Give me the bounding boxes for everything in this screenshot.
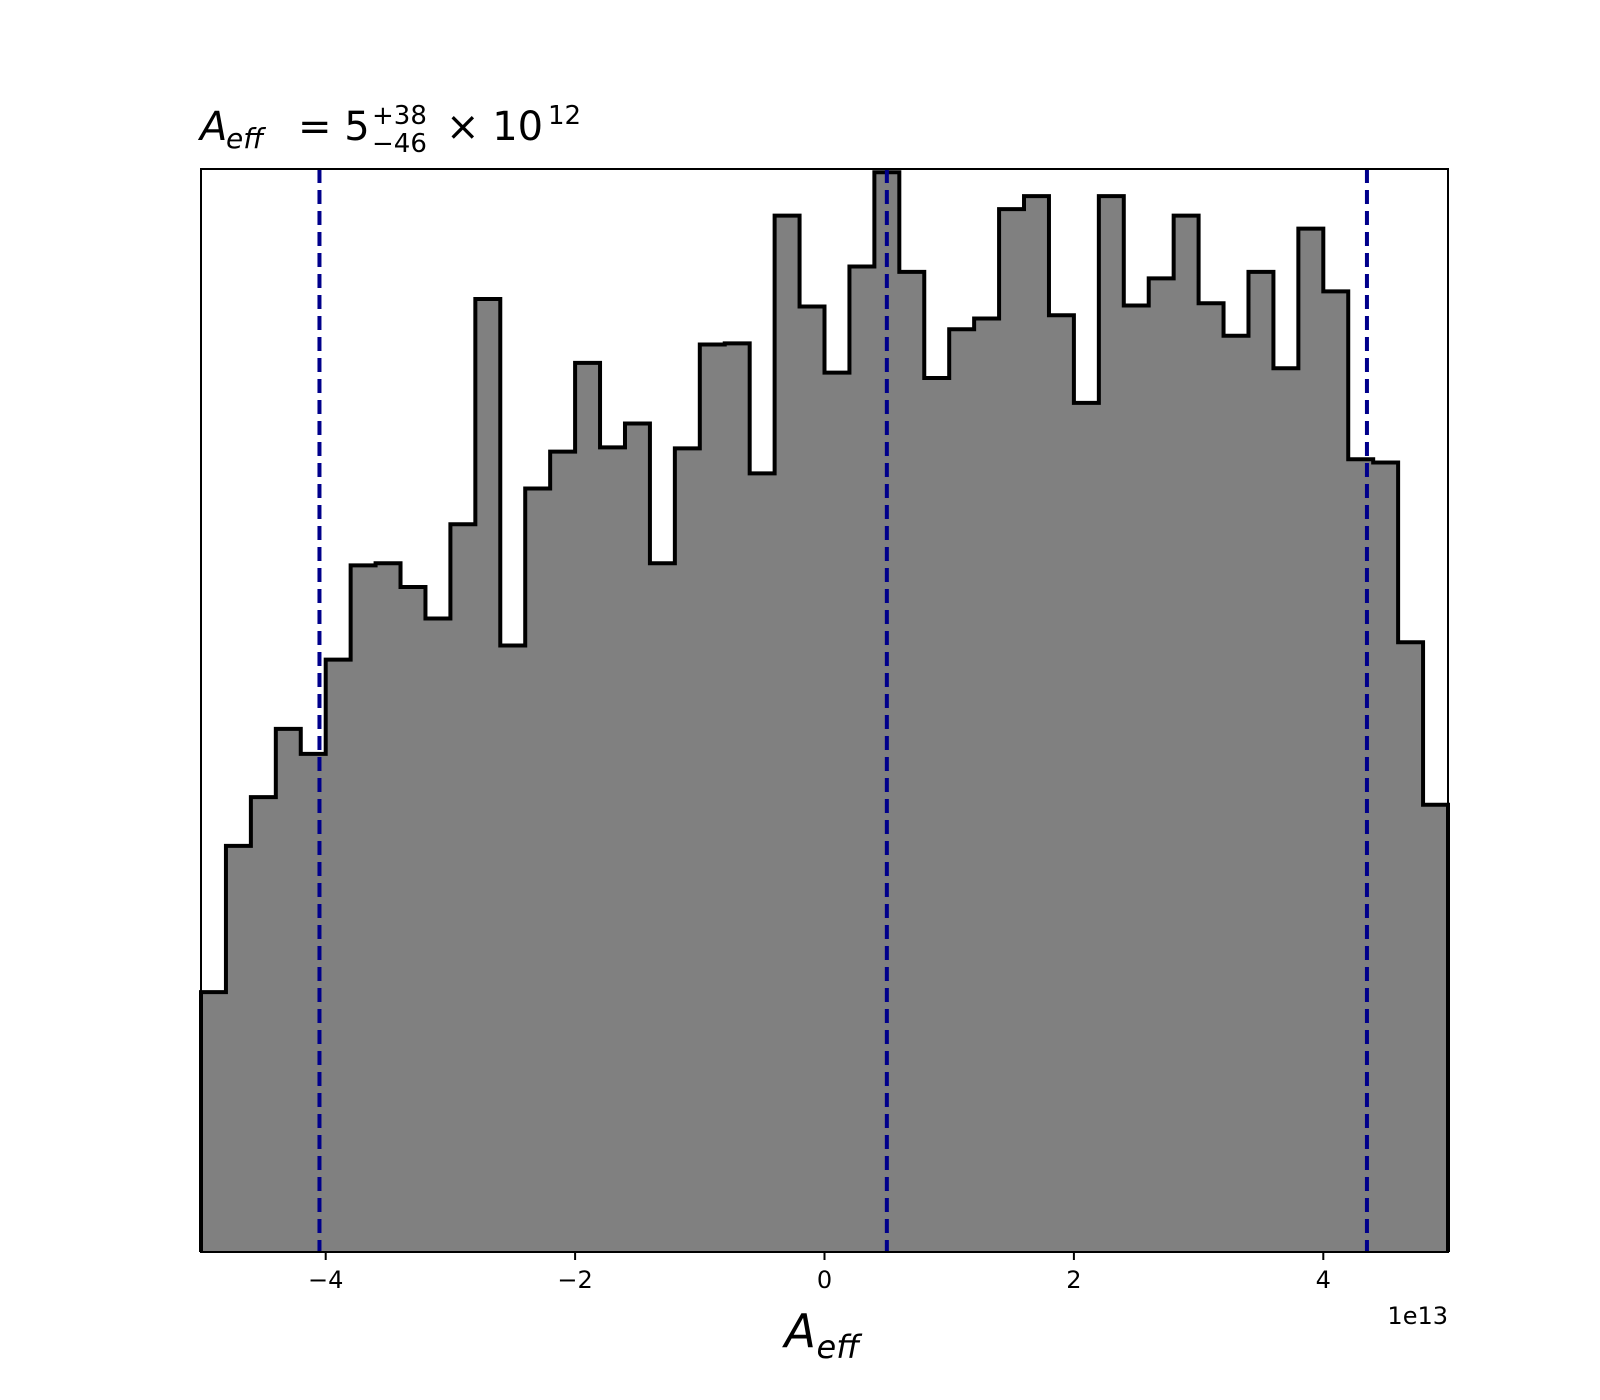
histogram-bar <box>275 728 302 1252</box>
title-symbol: A <box>197 104 227 150</box>
histogram-bar <box>201 992 227 1252</box>
histogram-bar <box>999 209 1025 1252</box>
histogram-bar <box>575 362 601 1252</box>
x-tick-label: 4 <box>1316 1266 1331 1294</box>
title-exponent: 12 <box>548 101 581 131</box>
histogram-bar <box>1198 303 1225 1252</box>
x-axis-ticks: −4 −2 0 2 4 <box>308 1252 1331 1294</box>
histogram-bar <box>649 563 676 1252</box>
histogram-bar <box>949 329 975 1252</box>
histogram-bar <box>899 271 925 1252</box>
x-tick-label: −2 <box>557 1266 592 1294</box>
title-subscript: −46 <box>372 129 427 159</box>
histogram-bars <box>201 172 1449 1253</box>
histogram-bar <box>375 563 402 1252</box>
histogram-bar <box>1024 196 1050 1253</box>
title-equals: = 5 <box>298 104 370 150</box>
x-tick-label: 0 <box>817 1266 832 1294</box>
x-axis-label-symbol: A <box>782 1304 816 1358</box>
histogram-bar <box>1148 278 1175 1252</box>
histogram-bar <box>974 318 1000 1253</box>
histogram-bar <box>799 306 825 1252</box>
histogram-bar <box>874 172 900 1252</box>
histogram-bar <box>699 344 726 1252</box>
chart-title: A eff = 5 +38 −46 × 10 12 <box>197 101 581 159</box>
histogram-bar <box>1348 459 1374 1252</box>
quantile-lines <box>317 169 1369 1252</box>
histogram-bar <box>525 488 551 1252</box>
histogram-bar <box>849 266 875 1253</box>
histogram-bar <box>550 451 576 1253</box>
x-axis-label: A eff <box>782 1304 864 1366</box>
histogram-bar <box>1423 804 1449 1252</box>
histogram-bar <box>300 753 327 1252</box>
histogram-bar <box>250 797 277 1252</box>
histogram-bar <box>1248 271 1274 1252</box>
histogram-bar <box>724 343 751 1252</box>
histogram-bar <box>400 587 426 1252</box>
histogram-bar <box>749 473 776 1252</box>
title-symbol-subscript: eff <box>226 122 266 155</box>
histogram-bar <box>1048 315 1075 1253</box>
histogram-bar <box>1223 335 1249 1253</box>
histogram-bar <box>500 645 526 1252</box>
x-axis-label-subscript: eff <box>817 1328 864 1366</box>
histogram-bar <box>674 448 701 1252</box>
histogram-bar <box>475 298 501 1253</box>
histogram-bar <box>600 447 626 1252</box>
x-tick-label: −4 <box>308 1266 343 1294</box>
histogram-bar <box>1298 228 1324 1252</box>
histogram-bar <box>450 524 476 1252</box>
x-tick-label: 2 <box>1066 1266 1081 1294</box>
histogram-bar <box>624 423 651 1252</box>
title-times: × 10 <box>446 104 543 150</box>
histogram-bar <box>824 372 850 1252</box>
histogram-bar <box>325 659 352 1252</box>
histogram-bar <box>1398 642 1424 1252</box>
histogram-bar <box>1273 368 1299 1253</box>
histogram-bar <box>350 565 377 1252</box>
histogram-bar <box>225 845 252 1252</box>
histogram-bar <box>774 215 801 1253</box>
x-axis-offset-text: 1e13 <box>1387 1302 1448 1330</box>
title-superscript: +38 <box>372 101 427 131</box>
histogram-bar <box>425 618 451 1252</box>
histogram-bar <box>1323 291 1349 1252</box>
histogram-bar <box>1098 196 1125 1253</box>
histogram-bar <box>1123 305 1150 1252</box>
histogram-bar <box>1373 462 1399 1252</box>
histogram-outline <box>199 170 1450 1252</box>
histogram-bar <box>1173 215 1200 1253</box>
histogram-bar <box>924 378 950 1252</box>
histogram-bar <box>1073 402 1100 1253</box>
